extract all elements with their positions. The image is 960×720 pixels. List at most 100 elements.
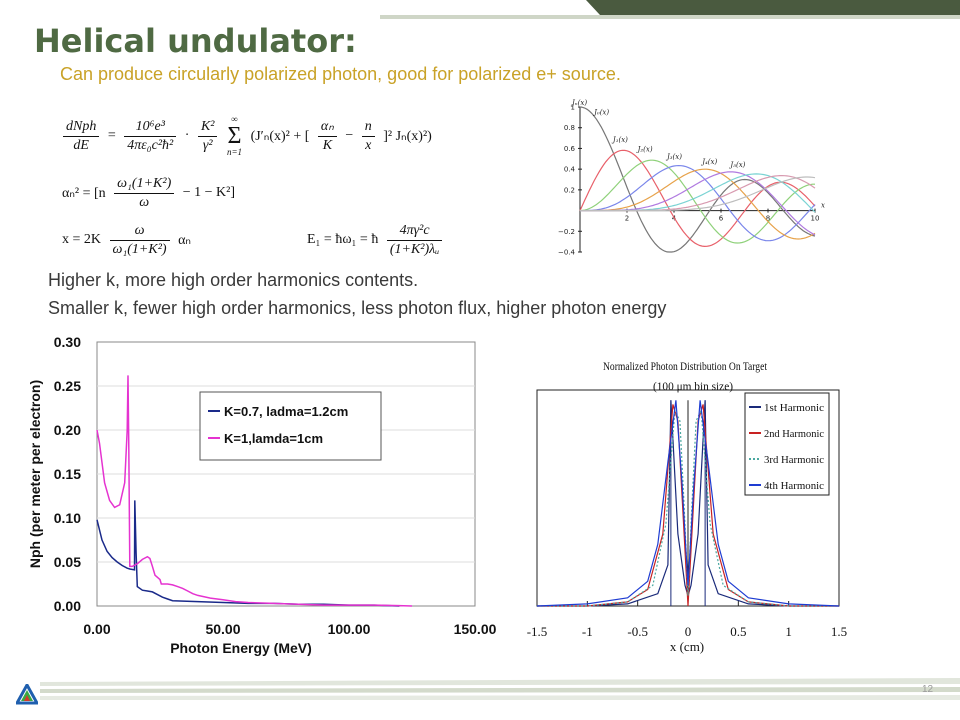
x-tick-label: 100.00: [328, 621, 371, 637]
y-axis-label: Nph (per meter per electron): [27, 380, 43, 568]
sum-symbol: Σ: [227, 123, 242, 149]
x-axis-label: x: [821, 202, 825, 210]
logo-triangle-blue: [16, 684, 38, 705]
fraction-numerator: 10⁶e³: [124, 118, 177, 137]
y-tick-label: 0.30: [54, 334, 81, 350]
curve-annotation: J₃(x): [665, 153, 682, 161]
x-tick-label: 1.5: [831, 624, 847, 639]
fraction-k-gamma: K² γ²: [197, 118, 218, 154]
x-tick-label: -0.5: [627, 624, 648, 639]
bessel-curve: [580, 168, 816, 240]
logo-triangle-red: [24, 695, 30, 701]
legend-label: K=0.7, ladma=1.2cm: [224, 404, 348, 419]
legend-label: 4th Harmonic: [764, 480, 824, 492]
bracket-open-term: (J′ₙ(x)² + [: [250, 128, 310, 144]
y-tick-label: 0.10: [54, 510, 81, 526]
equals-sign: =: [107, 128, 116, 143]
fraction-denominator: K: [322, 137, 333, 153]
legend-label: 3rd Harmonic: [764, 454, 824, 466]
fraction-alpha-k: αₙ K: [317, 118, 337, 154]
curve-annotation: J₄(x): [700, 158, 717, 166]
fraction-denominator: ω: [139, 194, 150, 210]
fraction-denominator: γ²: [202, 137, 213, 153]
photon-spectrum-chart: 0.00 0.05 0.10 0.15 0.20 0.25 0.30 0.00 50.00 100…: [27, 334, 497, 656]
equation-alpha: αₙ² = [n ω₁(1+K²) ω − 1 − K²]: [60, 175, 237, 211]
fraction-numerator: n: [361, 118, 375, 137]
bessel-curve: [579, 149, 816, 248]
subtitle: Can produce circularly polarized photon,…: [60, 64, 621, 84]
fraction-energy: 4πγ²c (1+K²)λᵤ: [386, 222, 443, 258]
argonne-logo-icon: [16, 684, 38, 705]
y-tick-label: 0.20: [54, 422, 81, 438]
curve-annotation: J₁(x): [611, 136, 628, 144]
y-tick-label: 1: [571, 104, 575, 112]
legend-box: [199, 391, 382, 461]
sum-upper-limit: ∞: [231, 114, 238, 124]
y-tick-label: 0.8: [564, 124, 575, 132]
x-tick-label: 0.00: [83, 621, 110, 637]
top-bar-dark: [586, 0, 960, 15]
x-tick-label: 2: [625, 215, 629, 223]
bottom-bar-3: [40, 695, 960, 700]
x-axis-label: Photon Energy (MeV): [170, 640, 312, 656]
fraction-denominator: 4πε₀c²ħ²: [127, 137, 174, 153]
y-tick-label: 0.2: [564, 186, 575, 194]
equation-photon-flux: dNph dE = 10⁶e³ 4πε₀c²ħ² · K² γ² ∞ Σ n=1…: [60, 115, 434, 157]
bullet-text-smaller-k: Smaller k, fewer high order harmonics, l…: [48, 298, 667, 318]
equation-lhs: x = 2K: [62, 232, 102, 247]
fraction-numerator: ω: [109, 222, 170, 241]
minus-sign: −: [345, 128, 354, 143]
x-tick-label: 10: [811, 215, 820, 223]
legend-label: 2nd Harmonic: [764, 428, 824, 440]
x-tick-label: 0.5: [730, 624, 746, 639]
x-tick-label: 150.00: [454, 621, 497, 637]
fraction-numerator: dNph: [63, 118, 100, 137]
curve-annotation: J₂(x): [636, 146, 653, 154]
bottom-bar-1: [40, 678, 960, 686]
y-tick-label: 0.05: [54, 554, 81, 570]
fraction-numerator: ω₁(1+K²): [114, 175, 175, 194]
chart-title: Normalized Photon Distribution On Target: [603, 359, 768, 373]
bessel-curve: [580, 176, 816, 212]
equation-e1: E₁ = ħω₁ = ħ 4πγ²c (1+K²)λᵤ: [305, 222, 445, 258]
fraction-numerator: 4πγ²c: [386, 222, 443, 241]
bessel-function-chart: 2 4 6 8 10−0.4−0.20.20.40.60.81xJₙ(x)J₀(x)J₁…: [558, 99, 825, 257]
equation-lhs: αₙ² = [n: [62, 185, 106, 201]
distribution-line: [536, 400, 840, 607]
fraction-n-x: n x: [361, 118, 375, 154]
y-tick-label: 0.25: [54, 378, 81, 394]
y-axis-label: Jₙ(x): [570, 99, 587, 107]
x-tick-label: 0: [685, 624, 692, 639]
chart-subtitle: (100 μm bin size): [653, 379, 733, 393]
legend-box: [744, 392, 830, 496]
equation-lhs: E₁ = ħω₁ = ħ: [307, 232, 379, 247]
spectrum-line: [96, 375, 413, 607]
y-tick-label: 0.00: [54, 598, 81, 614]
bullet-text-higher-k: Higher k, more high order harmonics cont…: [48, 270, 419, 290]
equation-rhs: αₙ: [178, 232, 191, 248]
bottom-decoration: [40, 678, 960, 700]
bessel-curve: [579, 106, 816, 253]
photon-distribution-chart: Normalized Photon Distribution On Target…: [527, 359, 847, 654]
y-tick-label: 0.6: [564, 145, 576, 153]
top-bar-light: [380, 15, 960, 19]
fraction-omega-ratio: ω₁(1+K²) ω: [114, 175, 175, 211]
x-tick-label: 50.00: [205, 621, 240, 637]
bessel-curve: [580, 164, 816, 242]
fraction-denominator: x: [365, 137, 372, 153]
equation-x: x = 2K ω ω₁(1+K²) αₙ: [60, 222, 193, 258]
y-tick-label: −0.2: [558, 228, 575, 236]
legend-label: 1st Harmonic: [764, 402, 824, 414]
summation: ∞ Σ n=1: [227, 115, 242, 157]
y-tick-label: 0.15: [54, 466, 81, 482]
fraction-denominator: dE: [73, 137, 89, 153]
fraction-constant: 10⁶e³ 4πε₀c²ħ²: [124, 118, 177, 154]
x-tick-label: 6: [719, 215, 724, 223]
x-tick-label: 1: [785, 624, 792, 639]
legend-label: K=1,lamda=1cm: [224, 431, 323, 446]
y-tick-label: 0.4: [564, 166, 576, 174]
fraction-omega-ratio: ω ω₁(1+K²): [109, 222, 170, 258]
page-number: 12: [922, 684, 934, 695]
curve-annotation: J₅(x): [728, 161, 745, 169]
distribution-line: [537, 408, 839, 607]
